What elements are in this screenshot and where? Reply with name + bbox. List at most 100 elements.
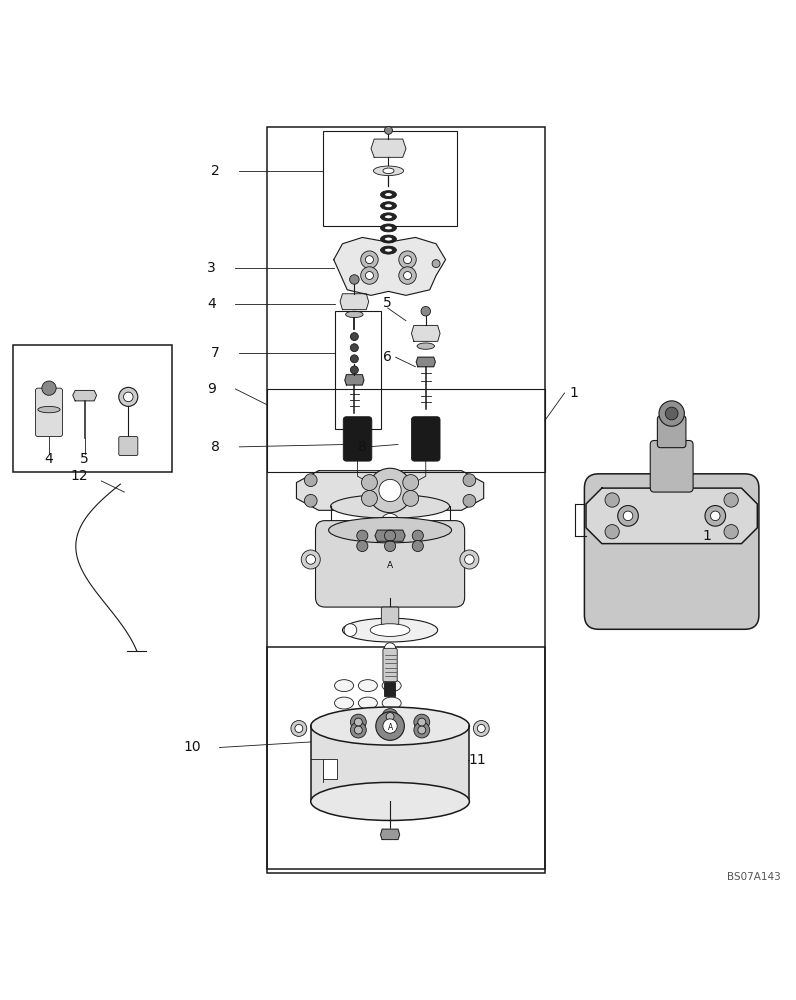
Ellipse shape (358, 697, 377, 709)
Circle shape (605, 493, 619, 507)
Ellipse shape (380, 246, 396, 254)
Circle shape (404, 272, 412, 279)
FancyBboxPatch shape (384, 682, 396, 697)
Text: 7: 7 (211, 346, 220, 360)
Text: BS07A143: BS07A143 (727, 872, 780, 882)
Circle shape (724, 493, 739, 507)
Circle shape (386, 713, 394, 721)
Circle shape (403, 490, 419, 506)
Circle shape (376, 712, 404, 740)
Bar (322, 759, 337, 779)
FancyBboxPatch shape (650, 441, 693, 492)
Polygon shape (380, 829, 400, 839)
FancyBboxPatch shape (657, 416, 686, 448)
Circle shape (380, 513, 400, 533)
Circle shape (344, 624, 357, 636)
Polygon shape (586, 488, 757, 544)
Ellipse shape (329, 517, 451, 543)
Circle shape (350, 722, 366, 738)
Ellipse shape (382, 680, 401, 692)
Text: 1: 1 (570, 386, 579, 400)
Circle shape (349, 275, 359, 284)
Text: 6: 6 (383, 350, 392, 364)
Circle shape (365, 272, 373, 279)
Circle shape (414, 714, 430, 730)
Circle shape (361, 490, 377, 506)
Ellipse shape (384, 204, 392, 208)
Text: A: A (388, 723, 392, 732)
Bar (267, 127, 544, 873)
Circle shape (465, 555, 474, 564)
Circle shape (623, 511, 633, 521)
Circle shape (432, 260, 440, 268)
Text: 8: 8 (211, 440, 220, 454)
Text: A: A (387, 561, 393, 570)
Circle shape (463, 474, 476, 487)
Ellipse shape (334, 697, 353, 709)
Circle shape (304, 474, 317, 487)
Circle shape (605, 525, 619, 539)
Circle shape (418, 718, 426, 726)
Ellipse shape (330, 526, 450, 550)
FancyBboxPatch shape (36, 388, 62, 437)
Ellipse shape (358, 715, 377, 726)
Circle shape (384, 126, 392, 134)
Ellipse shape (38, 406, 60, 413)
Ellipse shape (380, 191, 396, 199)
Bar (267, 389, 544, 472)
Polygon shape (296, 471, 484, 510)
Text: 11: 11 (469, 753, 486, 767)
Ellipse shape (345, 311, 363, 318)
Circle shape (301, 550, 320, 569)
Circle shape (474, 721, 490, 736)
Polygon shape (375, 530, 405, 541)
Circle shape (382, 709, 398, 724)
Bar (322, 131, 458, 226)
Circle shape (291, 721, 306, 736)
Text: 12: 12 (70, 469, 88, 483)
FancyBboxPatch shape (343, 417, 372, 461)
Circle shape (418, 726, 426, 734)
Text: 10: 10 (183, 740, 201, 754)
Circle shape (414, 722, 430, 738)
Circle shape (724, 525, 739, 539)
Circle shape (357, 530, 368, 541)
Text: 3: 3 (207, 261, 216, 275)
FancyBboxPatch shape (315, 521, 465, 607)
Circle shape (42, 381, 57, 395)
Ellipse shape (380, 235, 396, 243)
FancyBboxPatch shape (412, 417, 440, 461)
Circle shape (306, 555, 315, 564)
Circle shape (350, 355, 358, 363)
Text: 9: 9 (207, 382, 216, 396)
Circle shape (618, 506, 638, 526)
Circle shape (361, 267, 378, 284)
Text: 4: 4 (45, 452, 53, 466)
Circle shape (365, 256, 373, 264)
Polygon shape (345, 375, 364, 385)
Ellipse shape (384, 193, 392, 197)
Text: 1: 1 (703, 529, 712, 543)
Circle shape (119, 387, 138, 406)
Ellipse shape (382, 697, 401, 709)
Polygon shape (72, 391, 96, 401)
FancyBboxPatch shape (119, 437, 138, 456)
Circle shape (384, 530, 396, 541)
Circle shape (384, 643, 396, 654)
Circle shape (421, 306, 431, 316)
Ellipse shape (380, 202, 396, 210)
Ellipse shape (373, 166, 404, 176)
Ellipse shape (342, 618, 438, 642)
Polygon shape (416, 357, 435, 367)
Ellipse shape (370, 624, 410, 636)
Bar (267, 647, 544, 869)
Circle shape (350, 714, 366, 730)
Circle shape (123, 392, 133, 402)
Circle shape (361, 251, 378, 268)
Ellipse shape (310, 782, 470, 820)
Text: 5: 5 (384, 296, 392, 310)
Ellipse shape (358, 680, 377, 692)
Bar (334, 311, 380, 429)
Circle shape (357, 540, 368, 552)
Circle shape (354, 726, 362, 734)
